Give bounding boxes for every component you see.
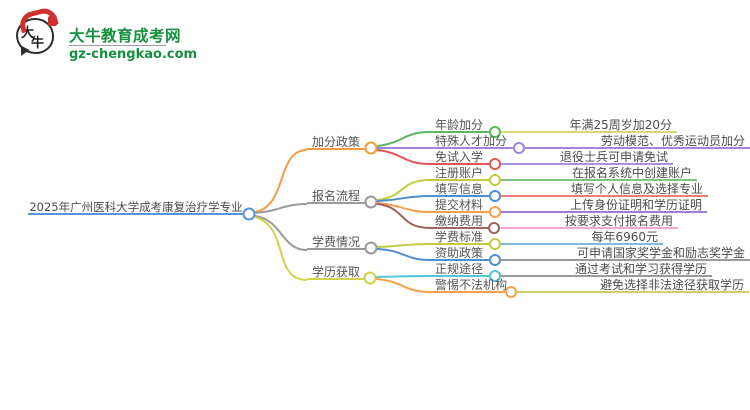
link-exam-exemption bbox=[376, 149, 431, 165]
branch-registration: 报名流程 bbox=[307, 189, 365, 204]
link-beware-illegal bbox=[375, 278, 431, 293]
leaf-account-detail: 在报名系统中创建账户 bbox=[501, 167, 697, 181]
subnode-special-talent-bonus: 特殊人才加分 bbox=[429, 135, 513, 149]
leaf-material-detail: 上传身份证明和学历证明 bbox=[501, 199, 707, 213]
leaf-exam-exemption-detail: 退役士兵可申请免试 bbox=[501, 151, 673, 165]
subnode-circle bbox=[488, 222, 500, 234]
leaf-fee-detail: 按要求支付报名费用 bbox=[501, 215, 678, 229]
site-logo: 大 牛 大牛教育成考网 gz-chengkao.com bbox=[14, 5, 234, 62]
link-account-registration bbox=[376, 179, 431, 201]
subnode-account-registration: 注册账户 bbox=[429, 167, 489, 181]
link-fee-payment bbox=[376, 203, 431, 229]
link-legitimate-path bbox=[375, 275, 431, 278]
logo-char: 牛 bbox=[31, 36, 45, 51]
subnode-exam-exemption: 免试入学 bbox=[429, 151, 489, 165]
subnode-circle bbox=[489, 238, 501, 250]
subnode-material-submission: 提交材料 bbox=[429, 199, 489, 213]
logo-divider bbox=[69, 45, 166, 46]
branch-circle bbox=[364, 241, 378, 255]
branch-circle bbox=[364, 141, 378, 155]
leaf-age-bonus-detail: 年满25周岁加20分 bbox=[501, 119, 677, 133]
trunk-link-diploma bbox=[254, 216, 308, 281]
subnode-info-filling: 填写信息 bbox=[429, 183, 489, 197]
link-material-submission bbox=[376, 202, 431, 213]
trunk-link-registration bbox=[254, 203, 308, 214]
subnode-tuition-standard: 学费标准 bbox=[429, 231, 489, 245]
trunk-link-tuition bbox=[254, 215, 308, 251]
subnode-circle bbox=[489, 158, 501, 170]
subnode-subsidy-policy: 资助政策 bbox=[429, 247, 489, 261]
subnode-circle bbox=[489, 270, 501, 282]
leaf-tuition-amount: 每年6960元 bbox=[501, 231, 663, 245]
branch-diploma: 学历获取 bbox=[307, 265, 365, 280]
subnode-circle bbox=[489, 126, 501, 138]
subnode-legitimate-path: 正规途径 bbox=[429, 263, 489, 277]
logo-red-seal bbox=[48, 16, 57, 26]
leaf-illegal-warning: 避免选择非法途径获取学历 bbox=[517, 279, 749, 293]
branch-bonus-policy: 加分政策 bbox=[307, 135, 365, 150]
link-info-filling bbox=[376, 195, 431, 202]
root-node: 2025年广州医科大学成考康复治疗学专业 bbox=[28, 200, 244, 215]
site-name: 大牛教育成考网 bbox=[69, 27, 182, 45]
logo-char: 大 bbox=[21, 26, 35, 41]
subnode-fee-payment: 缴纳费用 bbox=[429, 215, 488, 229]
subnode-circle bbox=[489, 254, 501, 266]
branch-circle bbox=[363, 271, 377, 285]
link-subsidy-policy bbox=[376, 248, 431, 261]
subnode-age-bonus: 年龄加分 bbox=[429, 119, 489, 133]
branch-tuition: 学费情况 bbox=[307, 235, 365, 250]
branch-circle bbox=[364, 195, 378, 209]
leaf-special-talent-detail: 劳动模范、优秀运动员加分 bbox=[525, 135, 750, 149]
link-age-bonus bbox=[376, 131, 431, 147]
subnode-beware-illegal: 警惕不法机构 bbox=[429, 279, 507, 293]
root-node-circle bbox=[242, 207, 256, 221]
leaf-info-detail: 填写个人信息及选择专业 bbox=[501, 183, 708, 197]
leaf-subsidy-detail: 可申请国家奖学金和励志奖学金 bbox=[501, 247, 750, 261]
subnode-circle bbox=[489, 206, 501, 218]
subnode-circle bbox=[489, 190, 501, 202]
leaf-legitimate-detail: 通过考试和学习获得学历 bbox=[501, 263, 712, 277]
subnode-circle bbox=[513, 142, 525, 154]
link-tuition-standard bbox=[376, 243, 431, 248]
speech-bubble: 大 牛 bbox=[16, 18, 54, 54]
trunk-link-bonus-policy bbox=[254, 149, 308, 213]
subnode-circle bbox=[489, 174, 501, 186]
subnode-circle bbox=[505, 286, 517, 298]
site-domain: gz-chengkao.com bbox=[69, 47, 198, 62]
daniu-bubble-icon: 大 牛 bbox=[14, 5, 60, 60]
